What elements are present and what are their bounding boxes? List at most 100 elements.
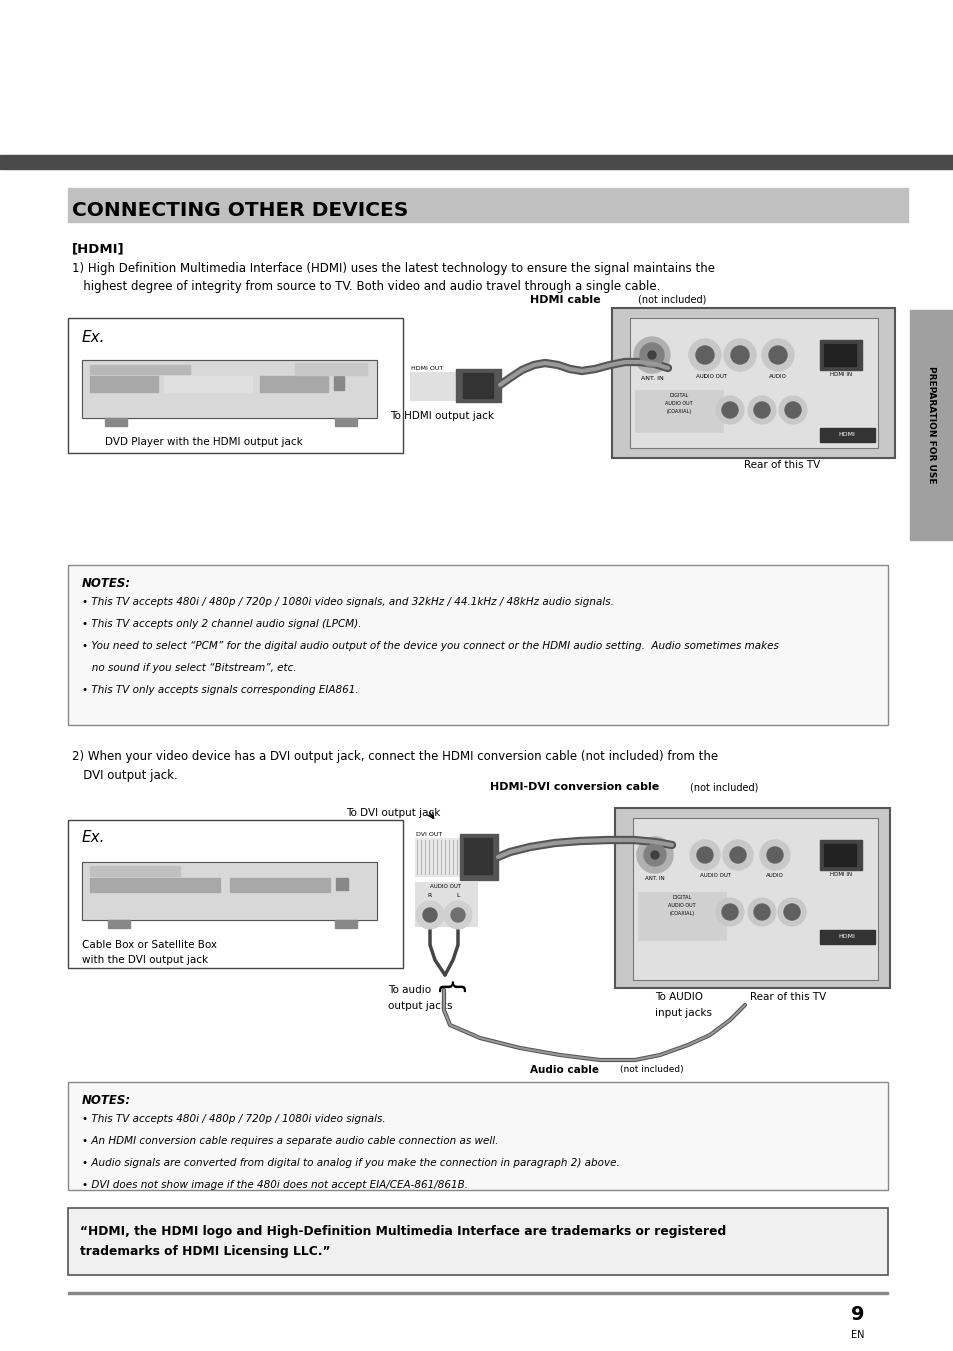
Bar — [820, 929, 874, 944]
Text: AUDIO: AUDIO — [765, 873, 783, 878]
Text: HDMI IN: HDMI IN — [829, 372, 851, 377]
Circle shape — [730, 346, 748, 363]
Text: Ex.: Ex. — [82, 830, 106, 844]
Bar — [635, 390, 722, 432]
Text: (COAXIAL): (COAXIAL) — [669, 911, 694, 916]
Bar — [335, 878, 348, 890]
Circle shape — [779, 396, 806, 424]
Bar — [823, 345, 855, 366]
Circle shape — [729, 847, 745, 863]
Text: AUDIO: AUDIO — [768, 374, 786, 380]
Text: highest degree of integrity from source to TV. Both video and audio travel throu: highest degree of integrity from source … — [71, 280, 659, 293]
Text: output jacks: output jacks — [388, 1001, 452, 1011]
Circle shape — [697, 847, 712, 863]
Text: • Audio signals are converted from digital to analog if you make the connection : • Audio signals are converted from digit… — [82, 1158, 619, 1169]
Circle shape — [721, 904, 738, 920]
Text: no sound if you select “Bitstream”, etc.: no sound if you select “Bitstream”, etc. — [82, 663, 296, 673]
Text: HDMI: HDMI — [838, 432, 855, 438]
Text: 2) When your video device has a DVI output jack, connect the HDMI conversion cab: 2) When your video device has a DVI outp… — [71, 750, 718, 763]
Bar — [334, 376, 344, 390]
Circle shape — [723, 339, 755, 372]
Circle shape — [784, 403, 801, 417]
Text: • This TV accepts 480i / 480p / 720p / 1080i video signals, and 32kHz / 44.1kHz : • This TV accepts 480i / 480p / 720p / 1… — [82, 597, 613, 607]
Circle shape — [768, 346, 786, 363]
Bar — [456, 369, 500, 403]
Bar — [335, 920, 356, 928]
Circle shape — [722, 840, 752, 870]
Text: ANT. IN: ANT. IN — [640, 376, 662, 381]
Bar — [820, 840, 862, 870]
Circle shape — [650, 851, 659, 859]
Bar — [459, 834, 497, 880]
Circle shape — [643, 844, 665, 866]
Bar — [335, 417, 356, 426]
Bar — [82, 359, 376, 417]
Text: R: R — [428, 893, 432, 898]
Text: • An HDMI conversion cable requires a separate audio cable connection as well.: • An HDMI conversion cable requires a se… — [82, 1136, 497, 1146]
Bar — [820, 340, 862, 370]
Text: HDMI OUT: HDMI OUT — [411, 366, 443, 372]
Text: Cable Box or Satellite Box: Cable Box or Satellite Box — [82, 940, 216, 950]
Text: Ex.: Ex. — [82, 330, 106, 345]
Text: AUDIO OUT: AUDIO OUT — [700, 873, 731, 878]
Circle shape — [639, 343, 663, 367]
Bar — [612, 308, 894, 458]
Circle shape — [761, 339, 793, 372]
Text: with the DVI output jack: with the DVI output jack — [82, 955, 208, 965]
Text: NOTES:: NOTES: — [82, 577, 131, 590]
Text: EN: EN — [850, 1329, 863, 1340]
Circle shape — [716, 898, 743, 925]
Text: HDMI IN: HDMI IN — [829, 871, 851, 877]
Text: (not included): (not included) — [638, 295, 705, 305]
Text: • You need to select “PCM” for the digital audio output of the device you connec: • You need to select “PCM” for the digit… — [82, 640, 778, 651]
Text: To HDMI IN jack: To HDMI IN jack — [649, 812, 729, 821]
Text: AUDIO OUT: AUDIO OUT — [664, 401, 692, 407]
Text: • This TV accepts 480i / 480p / 720p / 1080i video signals.: • This TV accepts 480i / 480p / 720p / 1… — [82, 1115, 385, 1124]
Text: To HDMI output jack: To HDMI output jack — [390, 411, 494, 422]
Bar — [629, 317, 877, 449]
Text: Audio cable: Audio cable — [530, 1065, 598, 1075]
Text: AUDIO OUT: AUDIO OUT — [667, 902, 695, 908]
Text: HDMI-DVI conversion cable: HDMI-DVI conversion cable — [490, 782, 659, 792]
Bar — [615, 808, 889, 988]
Bar — [68, 188, 907, 222]
Bar — [90, 376, 158, 392]
Text: (not included): (not included) — [689, 782, 758, 792]
Bar — [415, 838, 462, 875]
Bar — [68, 317, 402, 453]
Text: {: { — [434, 979, 461, 997]
Circle shape — [721, 403, 738, 417]
Text: NOTES:: NOTES: — [82, 1094, 131, 1106]
Text: DVD Player with the HDMI output jack: DVD Player with the HDMI output jack — [105, 436, 302, 447]
Text: To audio: To audio — [388, 985, 431, 994]
Bar — [633, 817, 877, 979]
Bar — [294, 363, 367, 376]
Bar — [68, 565, 887, 725]
Text: CONNECTING OTHER DEVICES: CONNECTING OTHER DEVICES — [71, 200, 408, 219]
Circle shape — [451, 908, 464, 921]
Bar — [260, 376, 328, 392]
Circle shape — [422, 908, 436, 921]
Bar — [820, 428, 874, 442]
Circle shape — [766, 847, 782, 863]
Text: • DVI does not show image if the 480i does not accept EIA/CEA-861/861B.: • DVI does not show image if the 480i do… — [82, 1179, 468, 1190]
Text: 9: 9 — [850, 1305, 863, 1324]
Text: To HDMI IN jack: To HDMI IN jack — [649, 316, 729, 326]
Circle shape — [634, 336, 669, 373]
Bar — [415, 882, 476, 925]
Bar — [90, 365, 190, 374]
Bar — [82, 862, 376, 920]
Bar — [108, 920, 130, 928]
Bar — [68, 820, 402, 969]
Text: DVI OUT: DVI OUT — [416, 832, 442, 838]
Text: AUDIO OUT: AUDIO OUT — [696, 374, 727, 380]
Text: • This TV only accepts signals corresponding EIA861.: • This TV only accepts signals correspon… — [82, 685, 358, 694]
Text: To AUDIO: To AUDIO — [655, 992, 702, 1002]
Bar — [68, 1292, 887, 1293]
Bar — [82, 359, 376, 417]
Text: (not included): (not included) — [619, 1065, 683, 1074]
Text: HDMI: HDMI — [838, 935, 855, 939]
Text: • This TV accepts only 2 channel audio signal (LPCM).: • This TV accepts only 2 channel audio s… — [82, 619, 361, 630]
Text: [HDMI]: [HDMI] — [71, 242, 125, 255]
Text: 1) High Definition Multimedia Interface (HDMI) uses the latest technology to ens: 1) High Definition Multimedia Interface … — [71, 262, 714, 276]
